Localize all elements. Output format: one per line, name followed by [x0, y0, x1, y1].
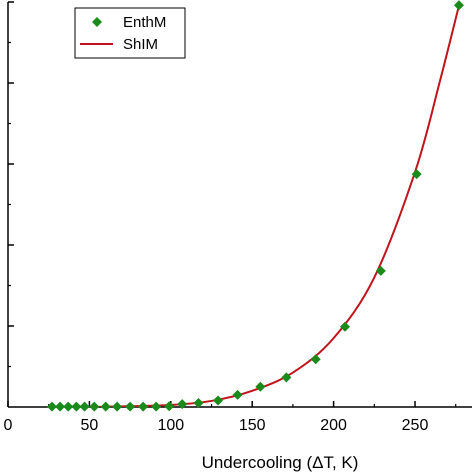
plot-area	[7, 2, 472, 408]
enthm-point	[411, 169, 422, 180]
enthm-point	[213, 395, 224, 406]
enthm-series	[46, 0, 464, 412]
enthm-point	[55, 401, 66, 412]
x-tick-label: 100	[157, 417, 184, 434]
enthm-point	[125, 401, 136, 412]
legend-label: ShIM	[123, 36, 158, 53]
shim-curve	[48, 2, 461, 407]
enthm-point	[100, 401, 111, 412]
enthm-point	[164, 401, 175, 412]
x-tick-label: 50	[81, 417, 99, 434]
enthm-point	[151, 401, 162, 412]
legend-label: EnthM	[123, 14, 166, 31]
enthm-point	[340, 321, 351, 332]
legend-enthm-marker	[92, 17, 102, 27]
enthm-point	[177, 399, 188, 410]
enthm-point	[79, 401, 90, 412]
enthm-point	[232, 389, 243, 400]
enthm-point	[375, 265, 386, 276]
x-tick-label: 0	[4, 417, 13, 434]
enthm-point	[281, 372, 292, 383]
enthm-point	[71, 401, 82, 412]
enthm-point	[63, 401, 74, 412]
x-axis-title: Undercooling (ΔT, K)	[202, 453, 359, 472]
shim-series	[48, 2, 461, 407]
enthm-point	[112, 401, 123, 412]
enthm-point	[138, 401, 149, 412]
legend-box	[74, 7, 186, 59]
enthm-point	[89, 401, 100, 412]
enthm-point	[453, 0, 464, 11]
enthm-point	[310, 354, 321, 365]
enthm-point	[193, 397, 204, 408]
x-tick-label: 150	[239, 417, 266, 434]
enthm-point	[46, 401, 57, 412]
x-tick-label: 200	[320, 417, 347, 434]
legend: EnthM ShIM	[74, 7, 186, 59]
enthm-point	[255, 381, 266, 392]
x-axis-tick-labels: 0 50 100 150 200 250	[4, 417, 429, 434]
y-axis-ticks	[8, 1, 14, 368]
x-tick-label: 250	[402, 417, 429, 434]
